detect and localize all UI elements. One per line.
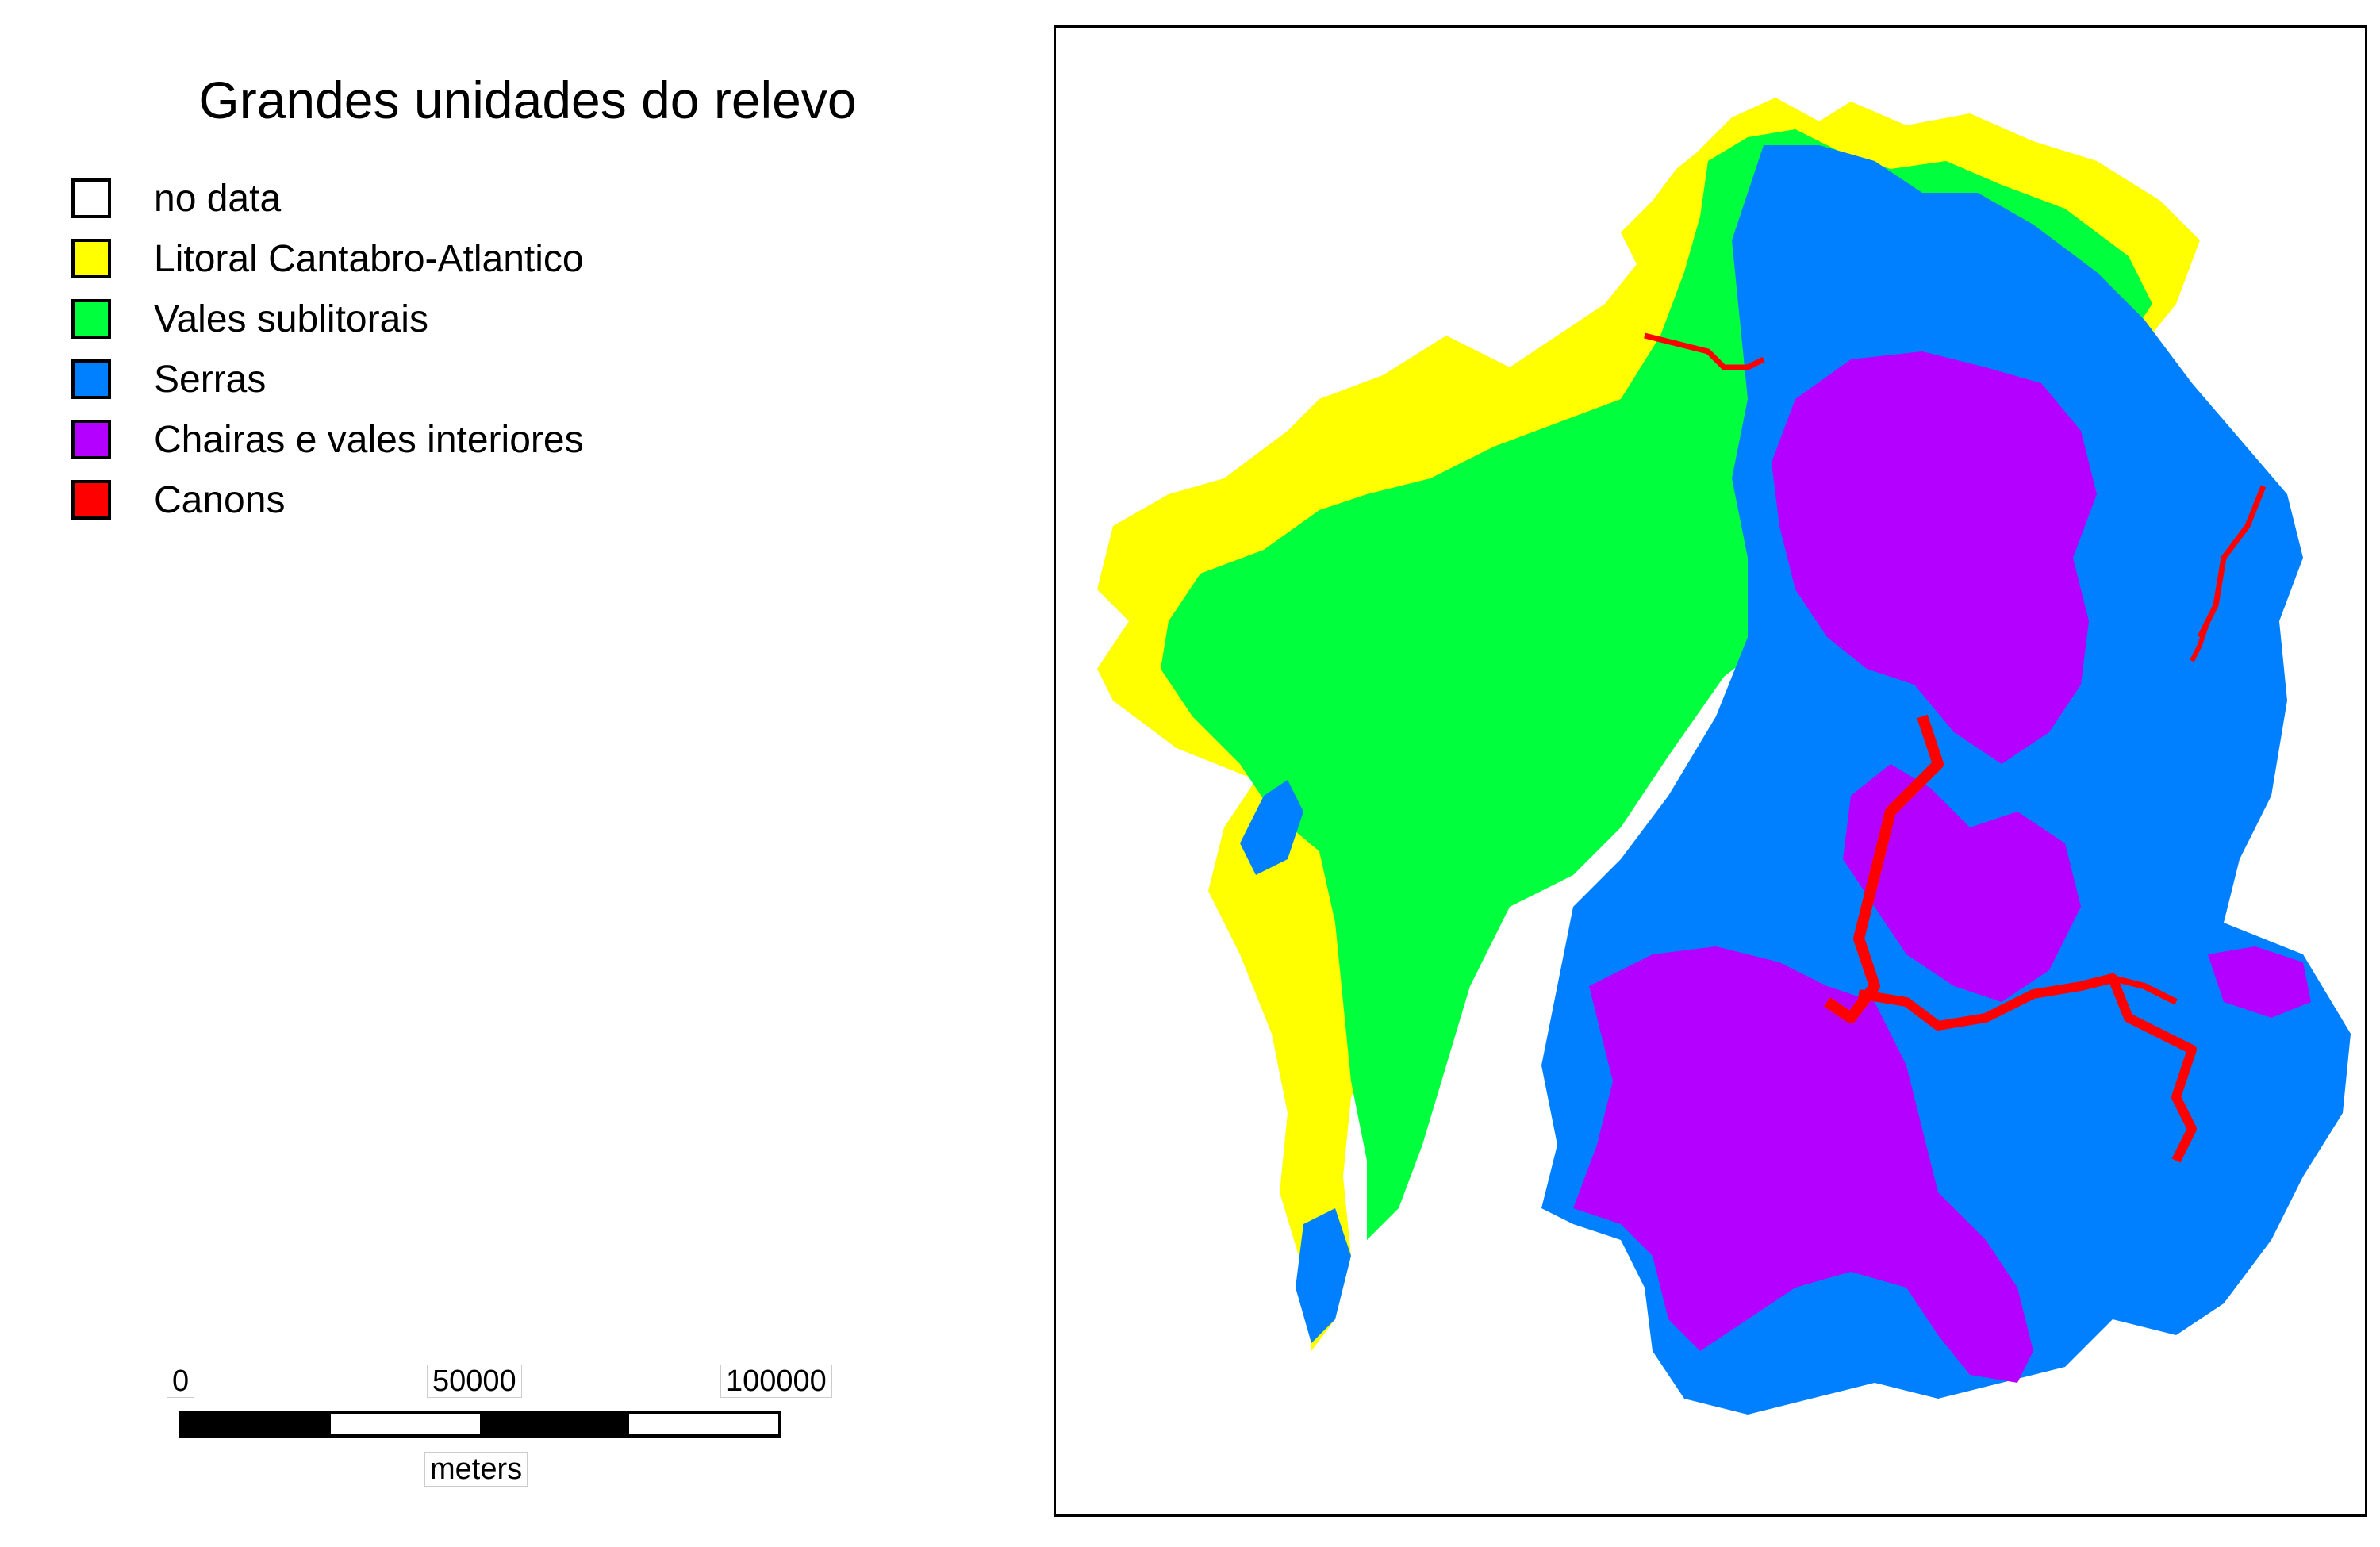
scale-tick-0: 0 xyxy=(167,1365,195,1398)
legend-swatch-no-data xyxy=(71,178,111,218)
region-serras-coast xyxy=(1240,780,1303,875)
legend-swatch-litoral xyxy=(71,239,111,278)
scale-tick-100000: 100000 xyxy=(720,1365,832,1398)
galicia-relief-map xyxy=(1097,98,2351,1415)
region-canons-east xyxy=(2190,620,2210,662)
region-chairas-lugo xyxy=(1772,351,2097,764)
map-title: Grandes unidades do relevo xyxy=(198,71,857,129)
scale-segment xyxy=(331,1414,480,1434)
scale-bar: 0 50000 100000 meters xyxy=(159,1365,873,1507)
map-frame xyxy=(1054,25,2367,1517)
region-canons-northeast xyxy=(2197,485,2267,639)
region-chairas-ourense xyxy=(1573,946,2033,1383)
region-chairas-central xyxy=(1843,764,2081,1002)
scale-unit-label: meters xyxy=(424,1452,528,1487)
scale-bar-graphic xyxy=(178,1411,781,1438)
legend-label-litoral: Litoral Cantabro-Atlantico xyxy=(154,238,584,280)
legend-item-no-data: no data xyxy=(71,178,785,238)
legend-swatch-serras xyxy=(71,359,111,399)
region-canons-sil-branch xyxy=(2112,975,2178,1005)
legend-item-serras: Serras xyxy=(71,359,785,419)
legend-item-canons: Canons xyxy=(71,479,785,539)
region-canons-north xyxy=(1644,332,1765,370)
region-chairas-east xyxy=(2208,946,2311,1018)
legend-label-canons: Canons xyxy=(154,479,286,521)
scale-segment xyxy=(182,1414,331,1434)
scale-segment xyxy=(629,1414,778,1434)
scale-segment xyxy=(480,1414,629,1434)
legend-label-serras: Serras xyxy=(154,359,267,401)
legend-swatch-chairas xyxy=(71,420,111,459)
region-serras-southwest xyxy=(1296,1208,1351,1343)
legend-label-chairas: Chairas e vales interiores xyxy=(154,419,584,461)
legend-swatch-canons xyxy=(71,480,111,520)
legend-swatch-vales-sublitorais xyxy=(71,299,111,339)
legend-item-litoral: Litoral Cantabro-Atlantico xyxy=(71,238,785,298)
legend-label-no-data: no data xyxy=(154,178,282,220)
region-canons-mino xyxy=(1824,714,1944,1023)
legend-label-vales-sublitorais: Vales sublitorais xyxy=(154,298,428,340)
legend-item-chairas: Chairas e vales interiores xyxy=(71,419,785,479)
scale-tick-50000: 50000 xyxy=(427,1365,522,1398)
legend-item-vales-sublitorais: Vales sublitorais xyxy=(71,298,785,359)
